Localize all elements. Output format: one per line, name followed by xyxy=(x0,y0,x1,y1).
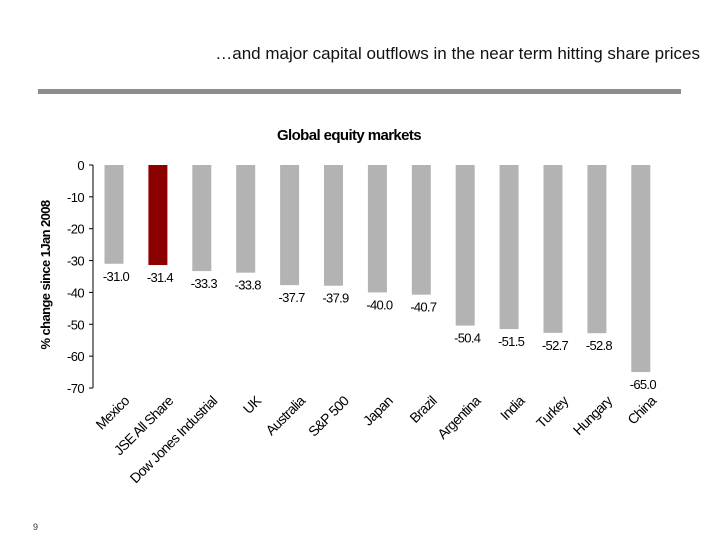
y-tick-label: -20 xyxy=(67,222,84,237)
data-label: -65.0 xyxy=(630,377,657,392)
data-label: -51.5 xyxy=(498,334,525,349)
bar xyxy=(631,165,651,373)
bar xyxy=(411,165,431,295)
slide-title: …and major capital outflows in the near … xyxy=(215,44,700,63)
data-label: -37.9 xyxy=(322,291,349,306)
bar xyxy=(148,165,168,266)
y-tick-label: -30 xyxy=(67,254,84,269)
data-label: -40.0 xyxy=(366,297,393,312)
category-label: UK xyxy=(240,392,265,417)
y-tick-label: -10 xyxy=(67,190,84,205)
data-label: -52.8 xyxy=(586,338,613,353)
y-axis-label: % change since 1Jan 2008 xyxy=(38,200,53,349)
category-label: Turkey xyxy=(533,392,572,431)
data-label: -52.7 xyxy=(542,338,569,353)
data-label: -33.3 xyxy=(191,276,218,291)
data-label: -31.0 xyxy=(103,269,130,284)
category-label: Australia xyxy=(262,392,308,438)
category-label: Hungary xyxy=(570,392,616,438)
category-label: China xyxy=(624,392,659,427)
y-axis-ticks: 0 -10 -20 -30 -40 -50 -60 -70 xyxy=(67,158,93,396)
category-label: S&P 500 xyxy=(305,392,352,439)
y-tick-label: 0 xyxy=(77,158,84,173)
bar xyxy=(367,165,387,293)
bars xyxy=(104,165,651,373)
bar xyxy=(455,165,475,326)
title-divider xyxy=(38,89,681,94)
category-label: Argentina xyxy=(434,392,484,442)
category-label: Mexico xyxy=(92,392,132,432)
chart-title: Global equity markets xyxy=(277,127,421,144)
bar xyxy=(499,165,519,330)
data-label: -33.8 xyxy=(235,278,262,293)
data-label: -50.4 xyxy=(454,331,481,346)
data-label: -37.7 xyxy=(279,290,306,305)
category-label: India xyxy=(497,392,528,423)
bar xyxy=(587,165,607,334)
bar xyxy=(104,165,124,264)
data-labels: -31.0 -31.4 -33.3 -33.8 -37.7 -37.9 -40.0 -40.7… xyxy=(103,269,657,392)
bar xyxy=(192,165,212,272)
category-label: Brazil xyxy=(406,392,440,426)
category-label: Japan xyxy=(360,393,396,429)
y-tick-label: -60 xyxy=(67,349,84,364)
y-tick-label: -40 xyxy=(67,285,84,300)
y-tick-label: -50 xyxy=(67,317,84,332)
bar xyxy=(324,165,343,286)
bar xyxy=(280,165,300,286)
data-label: -40.7 xyxy=(410,300,437,315)
page-number: 9 xyxy=(33,522,39,532)
y-tick-label: -70 xyxy=(67,381,84,396)
data-label: -31.4 xyxy=(147,270,174,285)
bar xyxy=(236,165,256,273)
bar xyxy=(543,165,563,333)
